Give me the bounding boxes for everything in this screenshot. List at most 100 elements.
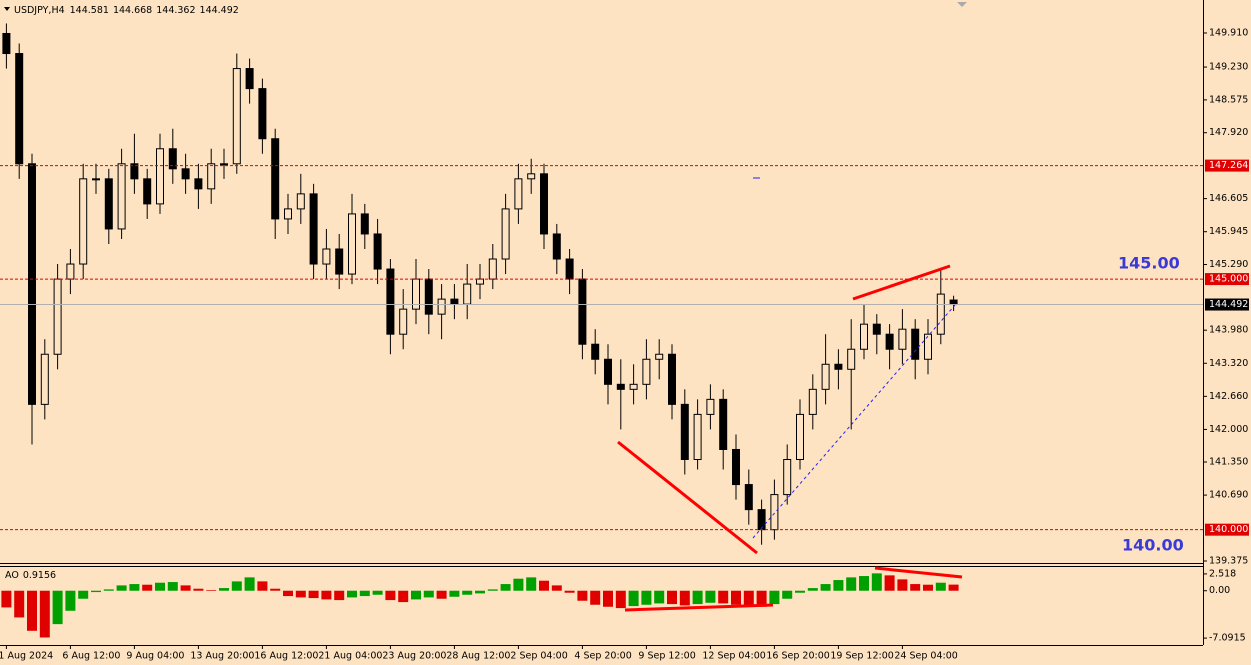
ao-bar — [462, 590, 473, 595]
candle-body — [949, 299, 958, 306]
trend-line — [852, 264, 951, 301]
candle-body — [79, 178, 88, 265]
ao-bar — [539, 580, 549, 591]
ao-bar — [679, 590, 690, 606]
ao-name: AO — [5, 570, 19, 581]
candle-body — [258, 88, 267, 140]
y-tick-label: 141.350 — [1209, 457, 1248, 468]
candle-body — [488, 258, 497, 280]
candle-body — [706, 398, 715, 415]
ao-bar — [372, 590, 383, 595]
y-tick-label: 147.920 — [1209, 127, 1248, 138]
candle-body — [744, 484, 753, 511]
candle-body — [2, 32, 11, 55]
close: 144.492 — [200, 5, 239, 16]
x-tick-label: 9 Sep 12:00 — [638, 651, 695, 662]
ao-bar — [769, 590, 780, 605]
y-tick-label: 149.230 — [1209, 62, 1248, 73]
ao-bar — [449, 590, 460, 597]
y-tick-label: 148.575 — [1209, 94, 1248, 105]
price-tag-label: 147.264 — [1209, 160, 1248, 171]
candle-body — [156, 148, 164, 205]
low: 144.362 — [156, 5, 195, 16]
ao-bar — [1, 590, 12, 608]
candle-body — [463, 283, 472, 305]
ao-bar — [65, 590, 76, 611]
ao-bar — [705, 590, 716, 603]
drawings — [617, 177, 963, 612]
x-tick-label: 13 Aug 20:00 — [190, 651, 254, 662]
candle-body — [719, 398, 728, 450]
x-tick-label: 16 Aug 12:00 — [254, 651, 318, 662]
candle-body — [424, 278, 433, 315]
price-tag-label: 145.000 — [1209, 274, 1248, 285]
ao-line — [624, 603, 774, 612]
candle-body — [757, 509, 766, 531]
price-tag — [1205, 298, 1249, 311]
annotation: 140.00 — [1122, 536, 1184, 555]
ao-bar — [628, 590, 639, 607]
candle-body — [66, 263, 75, 280]
x-tick-label: 28 Aug 12:00 — [446, 651, 510, 662]
ao-bar — [308, 590, 319, 599]
y-tick-label: -7.0915 — [1209, 633, 1246, 644]
ao-bar — [577, 590, 588, 601]
candle-body — [322, 248, 331, 265]
candle-body — [693, 413, 702, 461]
candle-body — [284, 208, 292, 220]
price-tag — [1205, 273, 1249, 286]
x-tick-label: 16 Sep 20:00 — [766, 651, 829, 662]
candle-body — [476, 278, 484, 285]
ao-value: 0.9156 — [23, 570, 56, 581]
ao-bar — [859, 576, 869, 591]
ao-bar — [334, 590, 345, 601]
ao-bar — [27, 590, 37, 631]
ao-line — [874, 566, 963, 579]
candle-body — [194, 178, 203, 190]
ao-bar — [743, 590, 754, 607]
candle-body — [565, 258, 574, 280]
ao-bar — [846, 577, 857, 591]
candle-body — [898, 328, 907, 350]
ao-bar — [731, 590, 741, 605]
ao-bar — [78, 590, 89, 599]
ao-bar — [487, 589, 498, 591]
ao-bar — [654, 590, 665, 604]
ao-bar — [897, 579, 908, 591]
candle-body — [143, 178, 152, 205]
ao-bar — [551, 585, 562, 591]
ao-bar — [564, 590, 575, 593]
ao-bar — [833, 580, 844, 591]
ao-bar — [756, 590, 767, 607]
candle-body — [220, 163, 228, 166]
candle-body — [130, 163, 139, 180]
ao-bar — [244, 577, 255, 591]
ao-bar — [103, 589, 114, 591]
ao-bar — [615, 590, 626, 609]
candle-body — [578, 278, 587, 345]
y-tick-label: 146.605 — [1209, 193, 1248, 204]
ao-bar — [526, 577, 537, 591]
ao-bar — [935, 582, 946, 591]
candle-body — [680, 403, 689, 461]
candle-body — [117, 163, 126, 230]
header: USDJPY,H4 144.581 144.668 144.362 144.492 — [14, 5, 239, 16]
ao-bar — [270, 588, 281, 591]
x-tick-label: 2 Sep 04:00 — [510, 651, 567, 662]
price-tag — [1205, 159, 1249, 172]
ao-bar — [231, 581, 242, 591]
ao-bar — [667, 590, 677, 605]
ao-bar — [155, 582, 165, 591]
candle-body — [924, 333, 932, 360]
ao-bar — [411, 590, 421, 600]
ao-bar — [500, 584, 511, 591]
ao-bar — [129, 584, 140, 591]
ao-bar — [641, 590, 652, 605]
ao-bar — [718, 590, 729, 604]
symbol: USDJPY,H4 — [14, 5, 65, 16]
candle-body — [181, 168, 190, 180]
y-tick-label: 0.00 — [1209, 585, 1230, 596]
ao-bar — [295, 590, 306, 598]
candle-body — [15, 53, 24, 165]
